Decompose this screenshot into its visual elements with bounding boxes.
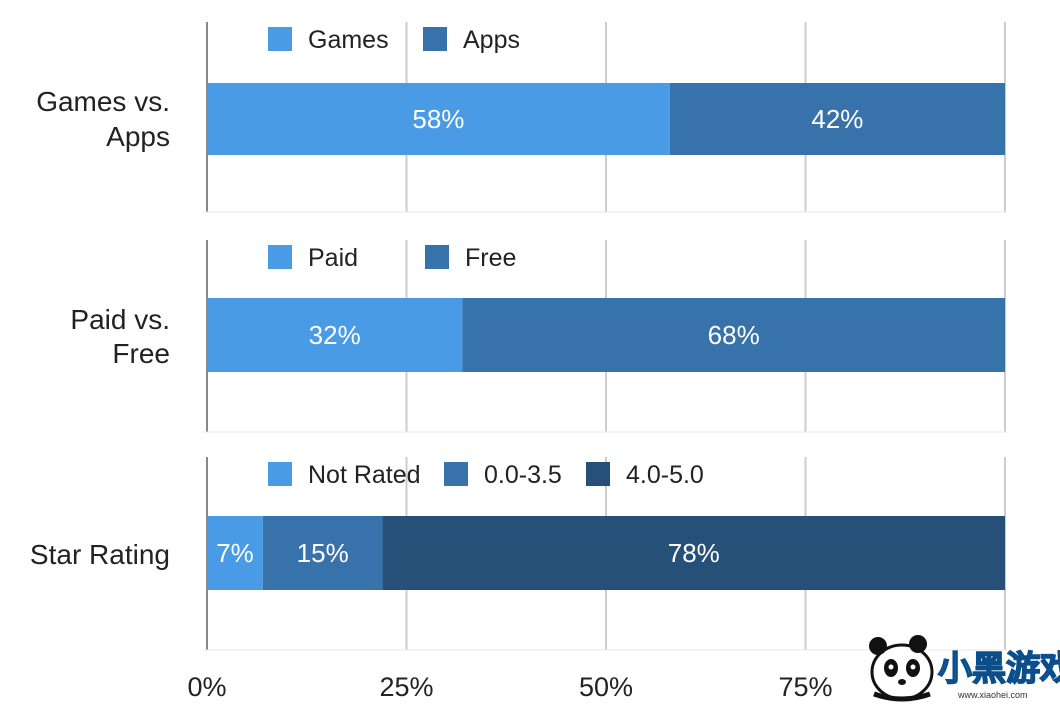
- legend-swatch: [268, 245, 292, 269]
- bar-segment: [207, 516, 263, 590]
- bar-segment: [462, 298, 1005, 372]
- category-label: Paid vs.: [70, 304, 170, 335]
- bar-segment: [382, 516, 1005, 590]
- watermark-url: www.xiaohei.com: [957, 690, 1028, 700]
- x-tick-label: 75%: [778, 672, 832, 702]
- legend-label: 0.0-3.5: [484, 461, 562, 489]
- data-label: 42%: [811, 104, 863, 134]
- bar-segment: [207, 298, 463, 372]
- bar-segment: [669, 83, 1005, 155]
- x-tick-label: 50%: [579, 672, 633, 702]
- legend-swatch: [425, 245, 449, 269]
- data-label: 78%: [668, 538, 720, 568]
- watermark-text: 小黑游戏: [938, 649, 1060, 689]
- data-label: 32%: [309, 320, 361, 350]
- category-label: Apps: [106, 121, 170, 152]
- legend-swatch: [423, 27, 447, 51]
- data-label: 58%: [412, 104, 464, 134]
- category-label: Free: [112, 338, 170, 369]
- data-label: 15%: [297, 538, 349, 568]
- data-label: 68%: [708, 320, 760, 350]
- legend-label: Free: [465, 244, 516, 272]
- legend-label: Not Rated: [308, 461, 421, 489]
- x-tick-label: 0%: [187, 672, 226, 702]
- legend-swatch: [586, 462, 610, 486]
- watermark: 小黑游戏 www.xiaohei.com: [862, 632, 1060, 703]
- legend-swatch: [444, 462, 468, 486]
- category-label: Games vs.: [36, 86, 170, 117]
- legend-label: Games: [308, 26, 389, 54]
- bar-segment: [207, 83, 670, 155]
- legend-swatch: [268, 462, 292, 486]
- legend-swatch: [268, 27, 292, 51]
- panda-logo-icon: 小黑游戏 www.xiaohei.com: [869, 635, 1060, 702]
- data-label: 7%: [216, 538, 254, 568]
- bar-segment: [262, 516, 383, 590]
- legend-label: 4.0-5.0: [626, 461, 704, 489]
- category-label: Star Rating: [30, 539, 170, 570]
- x-tick-label: 25%: [379, 672, 433, 702]
- legend-label: Apps: [463, 26, 520, 54]
- legend-label: Paid: [308, 244, 358, 272]
